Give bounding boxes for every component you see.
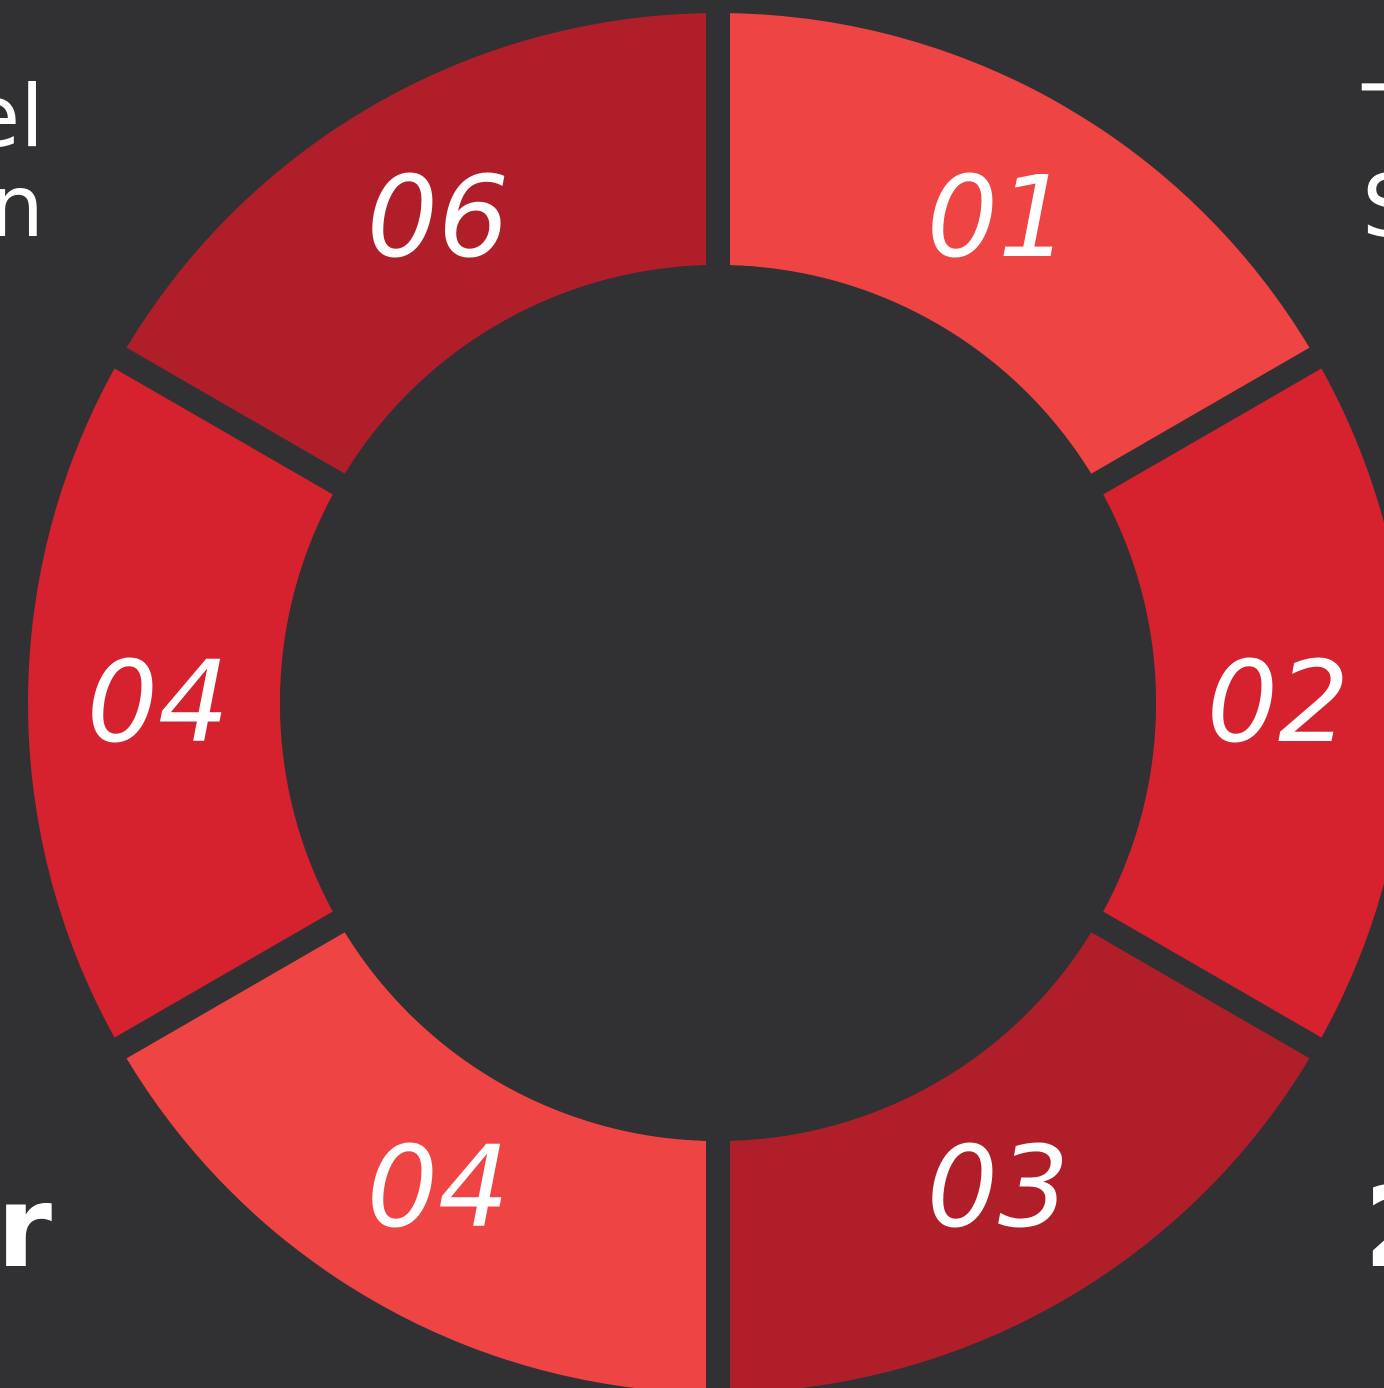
ring-segment-4 [120, 922, 718, 1388]
left-bottom-text: r [0, 1163, 52, 1293]
segment-divider [1073, 337, 1339, 505]
segment-divider [97, 337, 363, 505]
ring-segment-5 [27, 358, 339, 1048]
ring-segment-1 [718, 13, 1316, 484]
segment-label-2: 02 [1207, 638, 1350, 768]
segment-label-5: 04 [87, 638, 230, 768]
ring-segment-2 [1097, 358, 1384, 1048]
segment-divider [1073, 901, 1339, 1069]
segment-label-3: 03 [927, 1123, 1070, 1253]
segment-label-1: 01 [927, 153, 1070, 283]
right-top-line-2: S [1362, 162, 1384, 252]
right-bottom-text: 2 [1364, 1168, 1384, 1288]
segment-label-4: 04 [367, 1123, 510, 1253]
left-top-line-1: el [0, 67, 44, 167]
segment-divider [97, 901, 363, 1069]
right-top-line-1: T [1362, 72, 1384, 162]
ring-segment-6 [120, 12, 718, 484]
right-top-text: T S [1362, 72, 1384, 252]
left-top-line-2: n [0, 157, 44, 257]
ring-segment-3 [718, 922, 1316, 1388]
segment-label-6: 06 [367, 153, 510, 283]
left-top-text: el n [0, 72, 44, 252]
center-disc [280, 265, 1156, 1141]
